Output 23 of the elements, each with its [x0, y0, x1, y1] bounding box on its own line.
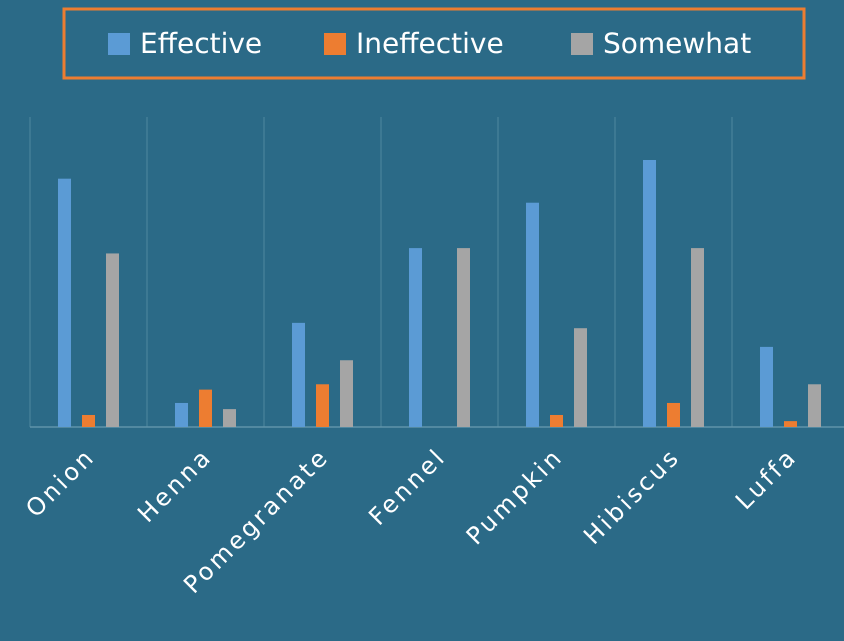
bar [292, 322, 305, 427]
bar [808, 384, 821, 427]
bar [82, 414, 95, 427]
bar [409, 248, 422, 427]
bar [760, 346, 773, 427]
legend-label: Somewhat [603, 27, 752, 60]
bar [223, 409, 236, 427]
bar [526, 202, 539, 427]
bar [691, 248, 704, 427]
bar [784, 421, 797, 427]
bar [550, 414, 563, 427]
bar [643, 160, 656, 427]
bar [574, 328, 587, 427]
bar [667, 402, 680, 427]
bar [175, 402, 188, 427]
bar [457, 248, 470, 427]
legend-label: Ineffective [356, 27, 504, 60]
bar [106, 253, 119, 427]
legend-label: Effective [140, 27, 262, 60]
bar [58, 178, 71, 427]
bar [340, 360, 353, 427]
bar [199, 390, 212, 427]
bar [316, 384, 329, 427]
